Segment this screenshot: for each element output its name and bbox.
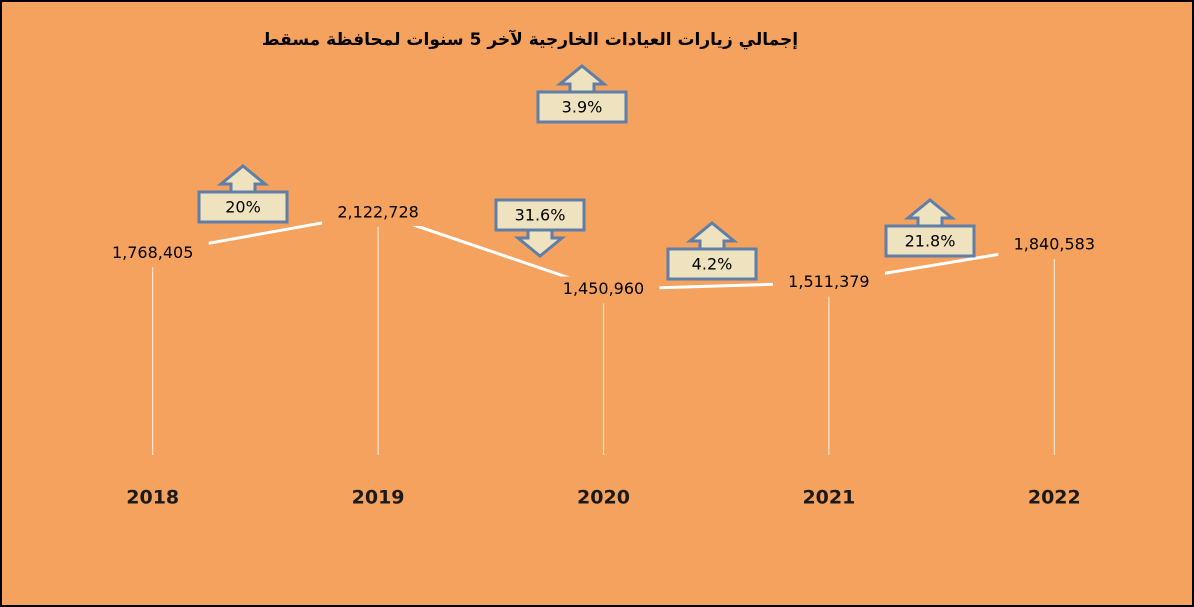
callout-box	[536, 90, 628, 124]
callout-box	[197, 190, 289, 224]
callout-arrow	[685, 221, 739, 249]
data-label: 2,122,728	[337, 202, 418, 221]
callout-box	[494, 198, 586, 232]
x-tick-label: 2021	[802, 487, 855, 509]
chart-title: إجمالي زيارات العيادات الخارجية لآخر 5 س…	[262, 29, 798, 50]
data-label: 1,450,960	[563, 279, 644, 298]
callout-label: 21.8%	[905, 232, 956, 251]
data-label-bg	[96, 240, 209, 267]
callout-arrow	[903, 198, 957, 226]
callout-label: 3.9%	[562, 98, 603, 117]
x-tick-label: 2019	[352, 487, 405, 509]
data-label-bg	[322, 199, 435, 226]
data-label-bg	[547, 276, 660, 303]
callout-box	[666, 247, 758, 281]
callout-label: 4.2%	[692, 255, 733, 274]
callout-arrow	[216, 164, 270, 192]
callout-arrow	[513, 230, 567, 258]
data-label: 1,511,379	[788, 272, 869, 291]
data-label-bg	[772, 269, 885, 296]
x-tick-label: 2018	[126, 487, 179, 509]
callout-arrow	[555, 64, 609, 92]
data-label-bg	[998, 232, 1111, 259]
x-tick-label: 2020	[577, 487, 630, 509]
callout-label: 31.6%	[515, 206, 566, 225]
callout-box	[884, 224, 976, 258]
x-tick-label: 2022	[1028, 487, 1081, 509]
data-label: 1,768,405	[112, 243, 193, 262]
callout-label: 20%	[225, 198, 261, 217]
data-label: 1,840,583	[1014, 235, 1095, 254]
